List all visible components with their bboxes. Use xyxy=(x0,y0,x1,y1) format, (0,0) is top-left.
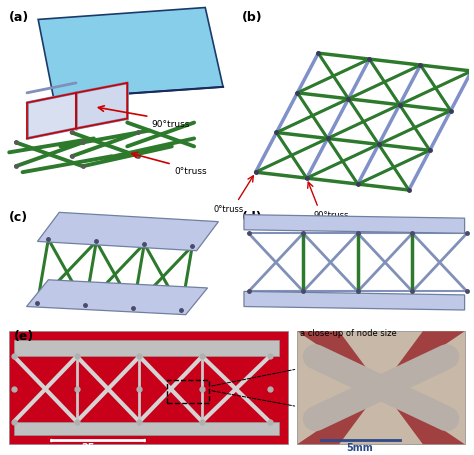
Polygon shape xyxy=(297,388,381,444)
Text: 0°truss: 0°truss xyxy=(214,204,244,213)
Text: (d): (d) xyxy=(242,211,262,223)
Bar xyxy=(167,380,209,403)
Polygon shape xyxy=(244,215,465,234)
Text: (c): (c) xyxy=(9,211,28,223)
Text: (e): (e) xyxy=(14,329,34,342)
Polygon shape xyxy=(76,84,127,129)
Polygon shape xyxy=(27,94,76,139)
Polygon shape xyxy=(381,388,465,444)
FancyBboxPatch shape xyxy=(297,332,465,444)
Text: a close-up of node size: a close-up of node size xyxy=(300,329,396,338)
Polygon shape xyxy=(297,332,381,388)
Text: 25mm: 25mm xyxy=(81,442,114,452)
Text: 0°truss: 0°truss xyxy=(174,167,207,176)
Polygon shape xyxy=(27,280,208,315)
Polygon shape xyxy=(381,332,465,388)
Text: 5mm: 5mm xyxy=(346,442,374,452)
Polygon shape xyxy=(14,340,279,357)
Text: (a): (a) xyxy=(9,10,29,24)
Text: 90°truss: 90°truss xyxy=(152,119,190,128)
Polygon shape xyxy=(244,292,465,310)
Polygon shape xyxy=(38,9,223,100)
FancyBboxPatch shape xyxy=(9,332,288,444)
Polygon shape xyxy=(14,422,279,435)
Text: 90°truss: 90°truss xyxy=(314,210,349,219)
Text: (b): (b) xyxy=(242,10,262,24)
Polygon shape xyxy=(37,213,219,251)
